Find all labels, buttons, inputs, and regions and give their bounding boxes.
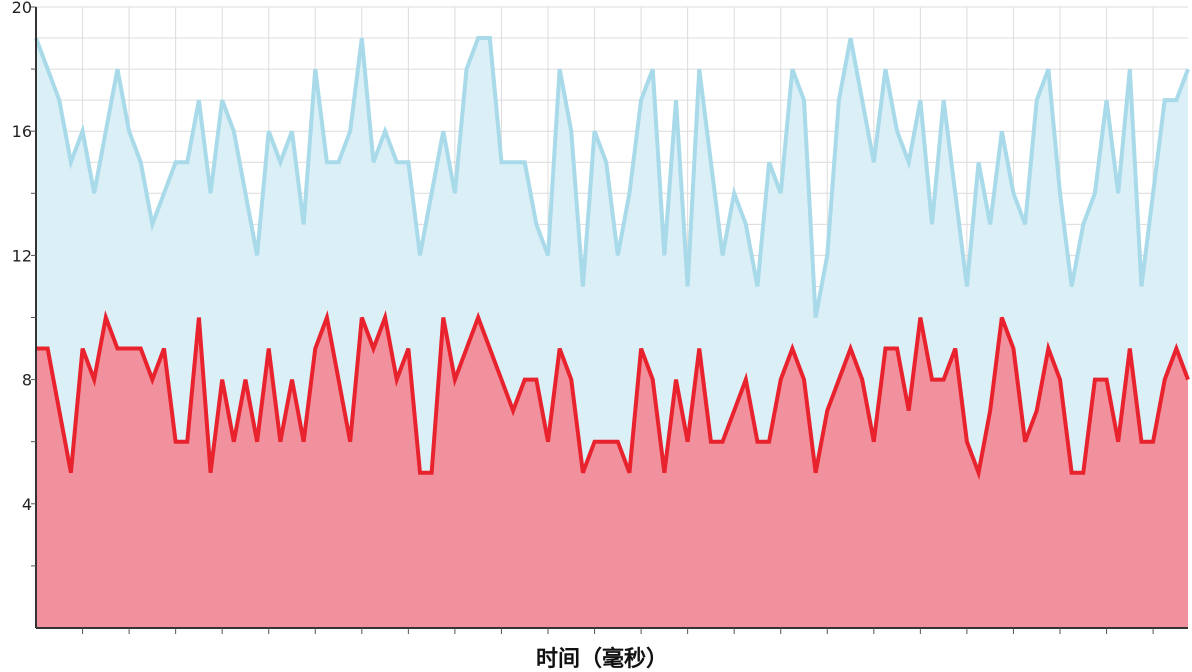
series-lines: [34, 36, 1190, 481]
series-2-area: [36, 317, 1188, 628]
series-1-line: [34, 36, 1190, 318]
series-2-line: [36, 310, 1190, 481]
y-tick-label: 20: [12, 0, 32, 17]
area-fills: [36, 38, 1188, 629]
y-tick-label: 8: [22, 371, 32, 390]
tick-labels: 4 8 12 16 20: [12, 0, 32, 514]
x-axis-title: 时间（毫秒）: [536, 646, 668, 672]
y-tick-label: 4: [22, 495, 32, 514]
y-tick-label: 16: [12, 122, 32, 141]
y-tick-label: 12: [12, 246, 32, 265]
tick-marks: [31, 6, 1154, 634]
